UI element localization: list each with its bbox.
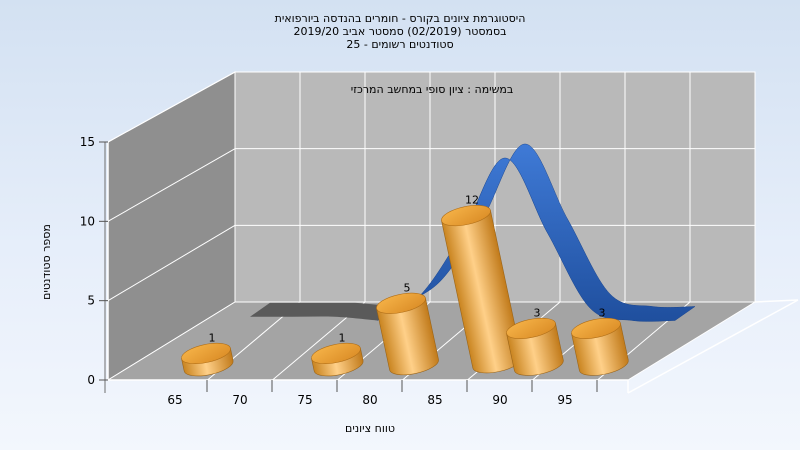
bar-cap — [506, 317, 556, 339]
bar-cap — [311, 342, 361, 364]
y-tick-label: 5 — [87, 294, 95, 308]
x-axis-ticks: 65 70 75 80 85 90 95 — [167, 380, 598, 407]
curve-shadow-band — [250, 302, 398, 321]
bar-value-label: 5 — [404, 281, 411, 294]
bar-cap — [181, 342, 231, 364]
bar-value-label: 1 — [209, 331, 216, 344]
bar-value-label: 3 — [599, 306, 606, 319]
bar-body — [376, 297, 439, 376]
x-tick-label: 90 — [492, 393, 507, 407]
x-tick-label: 80 — [362, 393, 377, 407]
x-tick-label: 70 — [232, 393, 247, 407]
x-tick-label: 75 — [297, 393, 312, 407]
chart-subtitle: במשימה : ציון סופי במחשב המרכזי — [351, 83, 514, 96]
curve-shadow — [250, 302, 398, 321]
bar: 5 — [376, 281, 439, 376]
bar-value-label: 3 — [534, 306, 541, 319]
y-tick-label: 10 — [80, 214, 95, 228]
bar: 12 — [441, 194, 523, 374]
bar-cap — [441, 205, 491, 227]
y-tick-label: 15 — [80, 135, 95, 149]
side-grid-line — [107, 148, 236, 222]
x-tick-label: 65 — [167, 393, 182, 407]
chart-title-line-3: סטודנטים רשומים - 25 — [346, 38, 453, 51]
chart-title-line-2: בסמסטר (02/2019) סמסטר אביב 2019/20 — [293, 25, 506, 38]
y-tick-label: 0 — [87, 373, 95, 387]
x-tick-label: 95 — [557, 393, 572, 407]
chart-title-line-1: היסטוגרמת ציונים בקורס - חומרים בהנדסה ב… — [275, 12, 526, 25]
x-tick-label: 85 — [427, 393, 442, 407]
bar: 3 — [571, 306, 629, 376]
bar-cap — [376, 292, 426, 314]
frame-lines — [107, 142, 799, 394]
x-axis-title: טווח ציונים — [345, 422, 395, 435]
y-axis-title: מספר סטודנטים — [40, 224, 53, 300]
bar: 1 — [311, 331, 364, 377]
bar-cap — [571, 317, 621, 339]
y-axis-ticks: 0 5 10 15 — [80, 135, 108, 387]
bar: 1 — [181, 331, 234, 377]
bar-value-label: 12 — [465, 194, 479, 207]
side-grid-line — [107, 224, 236, 302]
bar-value-label: 1 — [339, 331, 346, 344]
side-grid-line — [107, 71, 236, 143]
bar: 3 — [506, 306, 564, 376]
bars: 1 1 5 12 3 3 — [181, 194, 629, 377]
